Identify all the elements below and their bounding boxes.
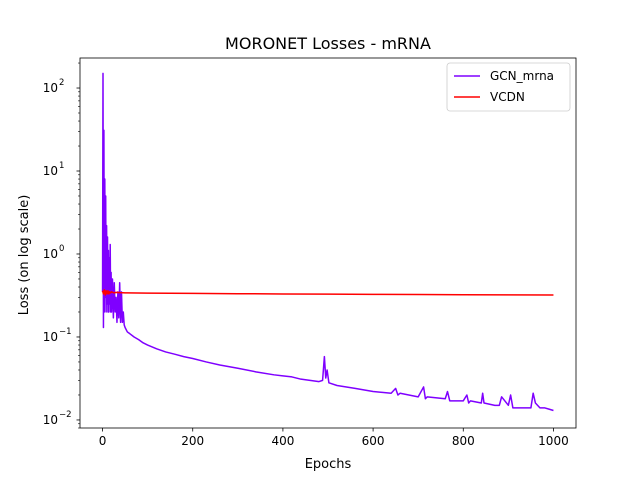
y-axis-label: Loss (on log scale) [17,195,32,316]
x-tick-label: 400 [271,434,294,448]
x-axis-label: Epochs [305,457,352,472]
y-tick-exponent: 0 [59,244,64,254]
axes-frame [79,57,577,429]
y-tick-label: 10 [43,81,58,95]
y-tick-label: 10 [43,413,58,427]
legend-label: GCN_mrna [490,69,554,83]
x-tick-label: 800 [452,434,475,448]
x-tick-label: 200 [181,434,204,448]
series-line-gcn-mrna [101,72,554,412]
series-line-vcdn [101,289,554,296]
legend-box [446,62,571,112]
y-tick-exponent: 2 [59,78,64,88]
y-tick-label: 10 [43,164,58,178]
x-tick-label: 1000 [538,434,569,448]
y-tick-label: 10 [43,330,58,344]
x-tick-label: 600 [362,434,385,448]
legend: GCN_mrna VCDN [446,62,571,112]
legend-label: VCDN [490,90,525,104]
x-tick-label: 0 [99,434,107,448]
plot-area [101,72,554,412]
y-tick-exponent: −1 [59,327,72,337]
y-tick-label: 10 [43,247,58,261]
chart-title: MORONET Losses - mRNA [225,34,431,53]
y-tick-exponent: 1 [59,161,64,171]
y-tick-exponent: −2 [59,410,72,420]
